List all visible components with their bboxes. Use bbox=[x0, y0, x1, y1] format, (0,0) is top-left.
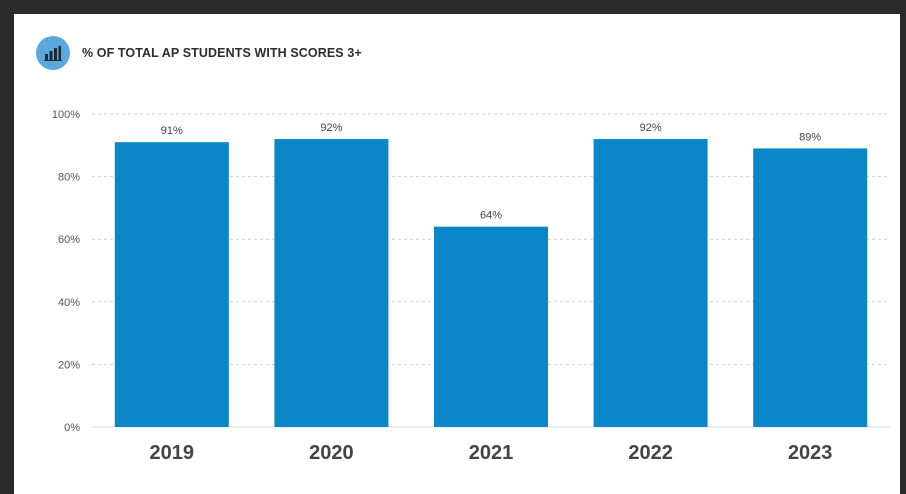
y-tick-label: 40% bbox=[58, 297, 80, 309]
y-tick-label: 80% bbox=[58, 172, 80, 184]
bar bbox=[593, 139, 708, 427]
x-tick-label: 2023 bbox=[788, 442, 833, 464]
x-tick-label: 2021 bbox=[469, 442, 514, 464]
chart-title: % OF TOTAL AP STUDENTS WITH SCORES 3+ bbox=[82, 46, 362, 60]
data-label: 64% bbox=[480, 210, 502, 222]
x-tick-label: 2022 bbox=[628, 442, 673, 464]
data-label: 91% bbox=[161, 125, 183, 137]
bar-chart-icon bbox=[36, 36, 70, 70]
x-tick-label: 2020 bbox=[309, 442, 354, 464]
y-tick-label: 60% bbox=[58, 234, 80, 246]
y-tick-label: 100% bbox=[52, 109, 80, 121]
bar bbox=[114, 142, 229, 428]
bar bbox=[274, 139, 389, 427]
bar-chart: 0% 20% 40% 60% 80% 100% 91% 2019 92% 2020 64% 2021 9… bbox=[52, 109, 890, 464]
y-tick-label: 20% bbox=[58, 359, 80, 371]
bar bbox=[753, 148, 868, 427]
y-tick-label: 0% bbox=[64, 422, 80, 434]
data-label: 92% bbox=[640, 122, 662, 134]
chart-header: % OF TOTAL AP STUDENTS WITH SCORES 3+ bbox=[36, 36, 362, 70]
bar bbox=[434, 226, 548, 427]
x-tick-label: 2019 bbox=[150, 442, 195, 464]
data-label: 92% bbox=[320, 122, 342, 134]
data-label: 89% bbox=[799, 131, 821, 143]
chart-card: % OF TOTAL AP STUDENTS WITH SCORES 3+ 0%… bbox=[14, 14, 900, 494]
